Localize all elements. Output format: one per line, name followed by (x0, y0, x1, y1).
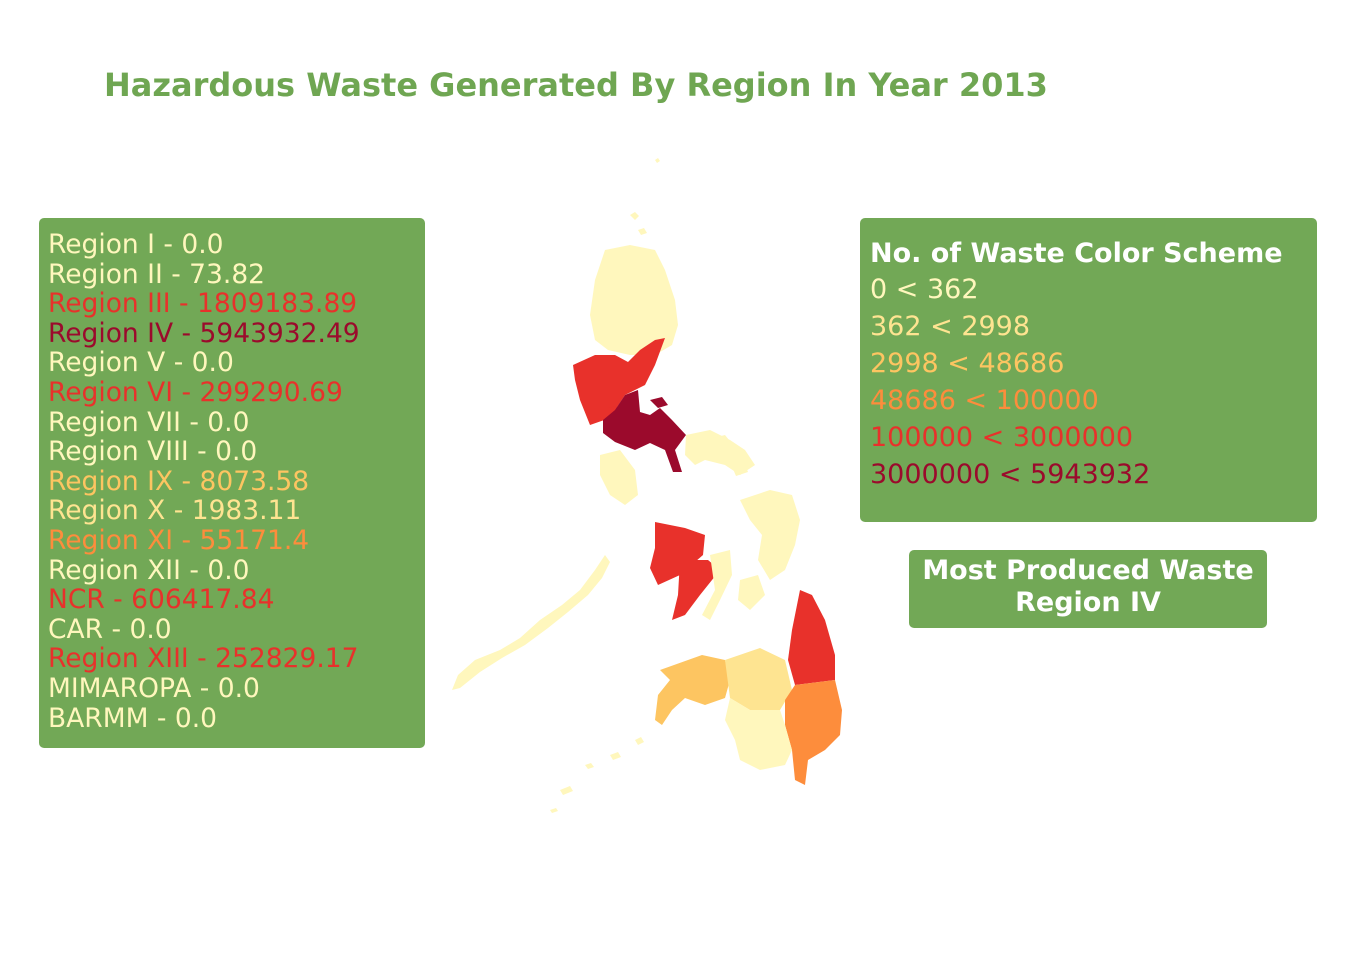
color-scheme-list: 0 < 362 362 < 2998 2998 < 48686 48686 < 100… (870, 271, 1317, 493)
map-region-region-vii (702, 550, 765, 620)
map-region-region-ix (655, 655, 730, 725)
map-islets-north (630, 158, 660, 235)
map-region-region-vi (650, 522, 720, 620)
most-produced-heading: Most Produced Waste (922, 555, 1254, 586)
region-value-item: Region X - 1983.11 (48, 495, 302, 527)
map-region-mimaropa-mindoro (600, 450, 638, 505)
map-region-region-viii (705, 435, 800, 580)
region-value-item: MIMAROPA - 0.0 (48, 672, 260, 704)
region-value-item: Region IX - 8073.58 (48, 465, 310, 497)
map-region-region-xii (725, 698, 792, 770)
region-value-item: BARMM - 0.0 (48, 702, 218, 734)
region-value-item: CAR - 0.0 (48, 613, 172, 645)
most-produced-panel: Most Produced Waste Region IV (909, 550, 1267, 628)
color-scheme-range: 2998 < 48686 (870, 348, 1065, 379)
region-value-item: Region III - 1809183.89 (48, 288, 358, 320)
region-value-item: Region VII - 0.0 (48, 406, 250, 438)
region-value-item: Region XIII - 252829.17 (48, 643, 359, 675)
region-value-item: Region IV - 5943932.49 (48, 317, 360, 349)
region-value-item: Region V - 0.0 (48, 347, 234, 379)
map-region-region-xi (785, 680, 842, 785)
philippines-map (452, 158, 842, 813)
color-scheme-panel: No. of Waste Color Scheme 0 < 362 362 < 2… (860, 218, 1317, 522)
color-scheme-range: 100000 < 3000000 (870, 422, 1134, 453)
most-produced-region: Region IV (1015, 587, 1161, 618)
region-value-item: Region XII - 0.0 (48, 554, 250, 586)
region-value-item: Region I - 0.0 (48, 229, 224, 260)
color-scheme-range: 362 < 2998 (870, 311, 1031, 342)
region-value-item: Region II - 73.82 (48, 258, 266, 290)
map-region-region-iv (603, 390, 686, 472)
region-value-item: Region VI - 299290.69 (48, 376, 343, 408)
region-value-item: Region XI - 55171.4 (48, 524, 310, 556)
map-region-region-x (725, 648, 792, 710)
region-value-item: NCR - 606417.84 (48, 584, 275, 616)
color-scheme-range: 48686 < 100000 (870, 385, 1099, 416)
color-scheme-range: 0 < 362 (870, 274, 979, 305)
map-title: Hazardous Waste Generated By Region In Y… (104, 66, 1048, 104)
region-values-panel: Region I - 0.0 Region II - 73.82 Region II… (39, 218, 425, 748)
map-region-region-iii (573, 338, 665, 425)
region-value-item: Region VIII - 0.0 (48, 436, 258, 468)
map-region-mimaropa-palawan (452, 555, 610, 690)
color-scheme-title: No. of Waste Color Scheme (870, 238, 1283, 269)
color-scheme-range: 3000000 < 5943932 (870, 459, 1151, 490)
map-region-region-xiii (788, 590, 835, 685)
map-region-region-i (590, 245, 678, 355)
map-region-barmm-sulu (550, 737, 644, 813)
